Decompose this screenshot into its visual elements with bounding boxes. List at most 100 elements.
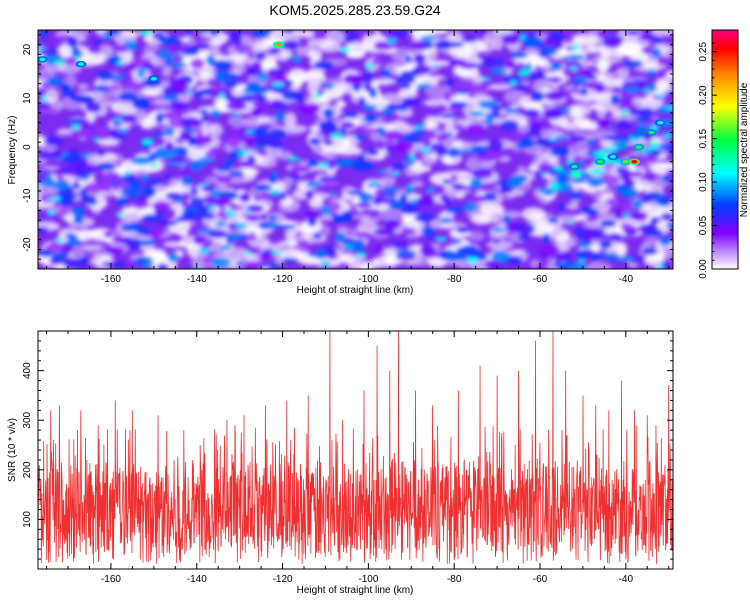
heatmap-cell: [342, 73, 361, 85]
y-tick-label: 10: [22, 92, 33, 104]
heatmap-cell: [130, 156, 153, 166]
heatmap-cell: [306, 159, 320, 168]
heatmap-cell: [322, 138, 334, 146]
heatmap-cell: [51, 252, 68, 261]
heatmap-hotspot-core: [622, 159, 629, 164]
heatmap-cell: [293, 58, 302, 63]
heatmap-cell: [659, 143, 668, 151]
heatmap-cell: [125, 81, 141, 90]
heatmap-cell: [38, 226, 49, 234]
heatmap-cell: [372, 265, 395, 269]
heatmap-cell: [456, 87, 470, 95]
heatmap-cell: [246, 205, 264, 213]
heatmap-cell: [218, 245, 232, 251]
heatmap-cell: [519, 137, 535, 149]
heatmap-cell: [354, 231, 373, 239]
heatmap-cell: [253, 183, 272, 192]
heatmap-cell: [262, 76, 270, 81]
heatmap-cell: [448, 101, 469, 108]
heatmap-cell: [413, 125, 423, 130]
heatmap-cell: [122, 236, 133, 244]
heatmap-cell: [307, 49, 323, 60]
heatmap-cell: [432, 64, 442, 68]
heatmap-cell: [435, 134, 449, 143]
heatmap-cell: [292, 96, 304, 102]
snr-series-line: [38, 331, 673, 564]
heatmap-cell: [115, 213, 127, 217]
heatmap-hotspot-core: [631, 159, 638, 164]
heatmap-cell: [357, 220, 379, 235]
heatmap-cell: [104, 246, 126, 256]
heatmap-cell: [656, 93, 665, 98]
heatmap-cell: [244, 209, 251, 215]
heatmap-cell: [608, 126, 615, 130]
heatmap-cell: [459, 62, 478, 70]
heatmap-cell: [629, 211, 648, 222]
colorbar-tick-label: 0.20: [698, 85, 709, 105]
heatmap-cell: [520, 108, 541, 118]
heatmap-cell: [286, 174, 302, 180]
heatmap-cell: [484, 152, 505, 161]
heatmap-ylabel: Frequency (Hz): [7, 116, 18, 185]
heatmap-cell: [294, 226, 316, 233]
heatmap-cell: [362, 114, 379, 123]
heatmap-cell: [245, 214, 261, 222]
heatmap-cell: [558, 261, 568, 265]
heatmap-cell: [434, 39, 453, 50]
heatmap-cell: [600, 134, 623, 140]
heatmap-cell: [38, 149, 53, 161]
heatmap-cell: [54, 237, 63, 243]
heatmap-cell: [452, 123, 464, 131]
heatmap-cell: [250, 107, 263, 119]
heatmap-cell: [627, 86, 640, 94]
heatmap-cell: [229, 52, 250, 59]
heatmap-hotspot-core: [657, 120, 664, 125]
x-tick-label: -120: [273, 274, 293, 285]
heatmap-cell: [101, 171, 122, 184]
heatmap-cell: [584, 121, 599, 130]
heatmap-cell: [115, 43, 128, 54]
heatmap-cell: [568, 134, 587, 143]
heatmap-cell: [104, 84, 123, 90]
heatmap-cell: [305, 181, 321, 188]
heatmap-cell: [239, 192, 251, 203]
heatmap-cell: [388, 199, 405, 211]
heatmap-cell: [517, 120, 531, 133]
heatmap-cell: [119, 113, 137, 121]
heatmap-cell: [237, 160, 256, 168]
x-tick-label: -120: [273, 574, 293, 585]
heatmap-cell: [75, 55, 82, 61]
heatmap-cell: [115, 61, 124, 67]
heatmap-cell: [481, 56, 495, 62]
heatmap-cell: [205, 149, 217, 159]
heatmap-cell: [469, 194, 488, 204]
heatmap-cell: [268, 128, 288, 139]
heatmap-cell: [43, 136, 65, 146]
heatmap-cell: [124, 63, 138, 72]
heatmap-cell: [50, 149, 63, 160]
heatmap-cell: [478, 30, 490, 36]
heatmap-cell: [660, 212, 673, 222]
heatmap-cell: [242, 149, 251, 154]
heatmap-cell: [631, 132, 647, 138]
heatmap-cell: [567, 264, 589, 269]
heatmap-cell: [389, 30, 408, 39]
heatmap-cell: [492, 238, 502, 244]
heatmap-cell: [624, 30, 641, 37]
heatmap-cell: [585, 46, 602, 54]
heatmap-cell: [235, 222, 247, 230]
heatmap-cell: [172, 54, 183, 64]
heatmap-cell: [357, 96, 366, 108]
heatmap-cell: [38, 249, 53, 258]
heatmap-cell: [465, 256, 479, 264]
x-tick-label: -140: [187, 574, 207, 585]
heatmap-cell: [538, 243, 560, 255]
heatmap-cell: [658, 197, 673, 205]
heatmap-cell: [394, 249, 417, 256]
heatmap-cell: [426, 187, 435, 193]
heatmap-cell: [82, 152, 90, 159]
heatmap-cell: [340, 213, 353, 222]
heatmap-cell: [313, 60, 335, 70]
heatmap-cell: [565, 104, 592, 118]
heatmap-cell: [447, 30, 463, 43]
